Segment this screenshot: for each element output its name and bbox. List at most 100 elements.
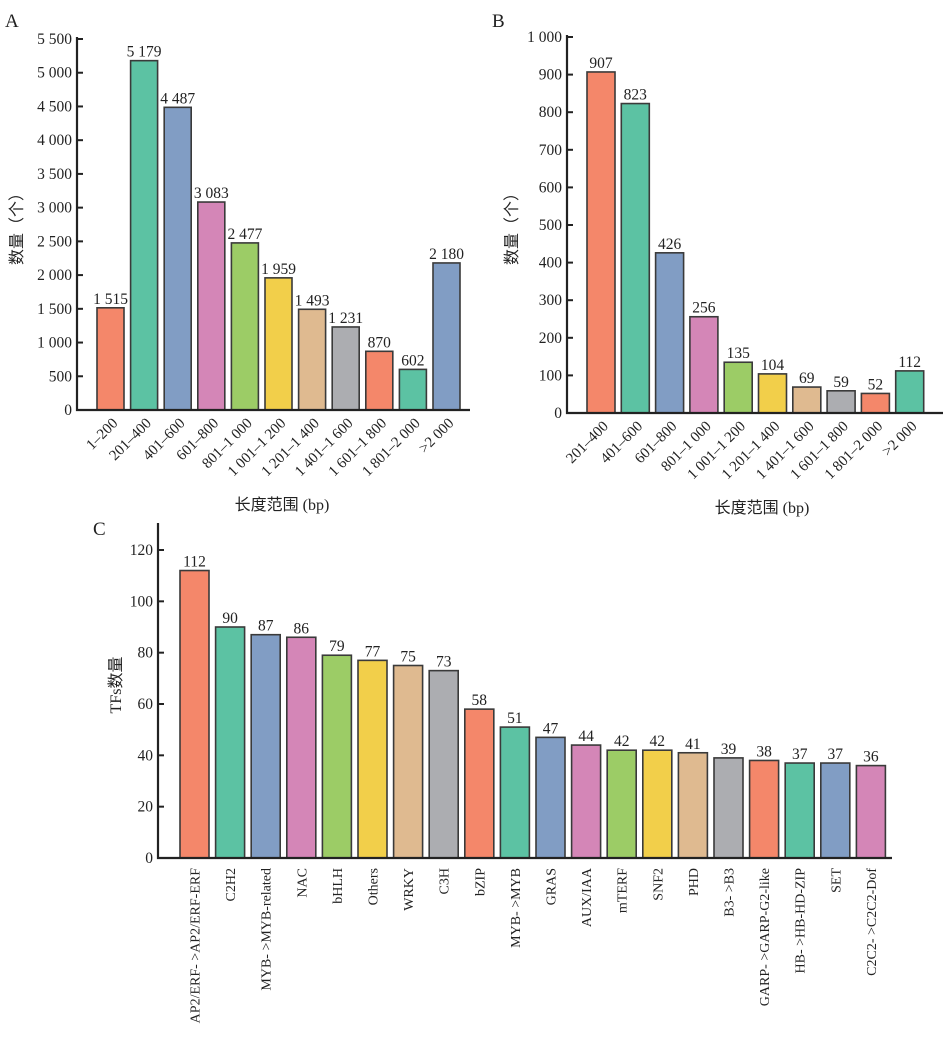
y-tick-label: 2 500 bbox=[37, 233, 72, 250]
x-tick-label: MYB- >MYB-related bbox=[260, 868, 275, 991]
bar-b-2 bbox=[654, 252, 685, 414]
bar-a-3 bbox=[197, 201, 226, 411]
bar-c-9 bbox=[499, 726, 531, 859]
x-tick-label: SNF2 bbox=[651, 868, 666, 901]
bar-c-1 bbox=[214, 626, 246, 859]
panel-b-y-axis-title: 数量（个） bbox=[503, 185, 521, 265]
bar-a-4 bbox=[230, 242, 260, 411]
data-label: 37 bbox=[792, 746, 808, 763]
y-tick-label: 0 bbox=[554, 405, 562, 422]
bar-c-0 bbox=[179, 569, 210, 859]
y-tick-label: 1 000 bbox=[527, 29, 562, 46]
bar-c-8 bbox=[463, 708, 495, 859]
y-tick-label: 4 500 bbox=[37, 98, 72, 115]
bar-c-19 bbox=[855, 764, 887, 859]
bar-c-16 bbox=[748, 759, 780, 859]
y-tick-label: 500 bbox=[49, 368, 73, 385]
bar-c-11 bbox=[570, 744, 602, 859]
x-tick-label: MYB- >MYB bbox=[509, 868, 524, 948]
bar-c-18 bbox=[819, 762, 851, 859]
y-tick-label: 1 000 bbox=[37, 335, 72, 352]
x-tick-label: SET bbox=[829, 868, 844, 893]
data-label: 1 515 bbox=[93, 291, 128, 308]
x-tick-label: C2C2- >C2C2-Dof bbox=[865, 868, 880, 976]
y-tick-label: 200 bbox=[539, 330, 563, 347]
y-tick-label: 40 bbox=[138, 747, 154, 764]
bar-a-7 bbox=[331, 326, 361, 411]
panel-b-bars bbox=[586, 71, 925, 414]
panel-a-x-axis-title: 长度范围 (bp) bbox=[235, 496, 330, 514]
data-label: 5 179 bbox=[127, 44, 162, 61]
bar-c-4 bbox=[321, 654, 353, 859]
bar-b-1 bbox=[620, 102, 651, 414]
bar-a-8 bbox=[364, 350, 394, 411]
bar-c-15 bbox=[713, 757, 744, 859]
bar-a-0 bbox=[96, 307, 125, 411]
data-label: 38 bbox=[756, 743, 772, 760]
panel-b-value-labels: 907 823 426 256 135 104 69 59 52 112 bbox=[589, 55, 921, 393]
x-tick-label: PHD bbox=[687, 868, 702, 896]
bar-a-6 bbox=[297, 308, 327, 411]
data-label: 87 bbox=[258, 618, 274, 635]
bar-b-9 bbox=[894, 370, 925, 414]
bar-c-5 bbox=[357, 659, 388, 859]
bar-a-10 bbox=[432, 262, 461, 411]
data-label: 907 bbox=[589, 55, 613, 72]
y-tick-label: 80 bbox=[138, 645, 154, 662]
data-label: 86 bbox=[294, 620, 310, 637]
x-tick-label: B3- >B3 bbox=[723, 868, 738, 917]
y-tick-label: 60 bbox=[138, 696, 154, 713]
data-label: 602 bbox=[401, 352, 424, 369]
data-label: 112 bbox=[898, 354, 921, 371]
panel-c-label: C bbox=[93, 519, 106, 540]
x-tick-label: >2 000 bbox=[879, 419, 920, 460]
data-label: 58 bbox=[472, 692, 488, 709]
bar-a-5 bbox=[264, 277, 293, 411]
panel-c-value-labels: 112 90 87 86 79 77 75 73 58 51 47 44 42 42 41 39 38 37 37 3… bbox=[183, 554, 879, 766]
bar-c-6 bbox=[392, 664, 424, 859]
x-tick-label: GARP- >GARP-G2-like bbox=[758, 868, 773, 1006]
panel-a-axes bbox=[75, 37, 470, 412]
bar-a-1 bbox=[129, 59, 159, 411]
data-label: 37 bbox=[828, 746, 844, 763]
y-tick-label: 800 bbox=[539, 104, 563, 121]
bar-c-12 bbox=[606, 749, 638, 859]
bar-c-2 bbox=[250, 633, 281, 859]
data-label: 73 bbox=[436, 654, 452, 671]
x-tick-label: Others bbox=[367, 868, 382, 905]
panel-b-axes bbox=[565, 35, 943, 415]
panel-b-x-axis-title: 长度范围 (bp) bbox=[715, 499, 810, 517]
y-tick-label: 0 bbox=[145, 850, 153, 867]
x-tick-label: WRKY bbox=[402, 868, 417, 911]
bar-b-8 bbox=[860, 392, 891, 414]
bar-c-14 bbox=[677, 751, 709, 859]
data-label: 69 bbox=[799, 370, 815, 387]
bar-b-6 bbox=[791, 386, 822, 414]
data-label: 1 959 bbox=[261, 261, 296, 278]
y-tick-label: 4 000 bbox=[37, 132, 72, 149]
data-label: 79 bbox=[329, 638, 345, 655]
bar-c-13 bbox=[641, 749, 673, 859]
x-tick-label: bZIP bbox=[473, 868, 488, 896]
y-tick-label: 600 bbox=[539, 179, 563, 196]
data-label: 2 477 bbox=[227, 226, 262, 243]
bar-c-10 bbox=[535, 736, 566, 859]
x-tick-label: C3H bbox=[438, 868, 453, 894]
bar-b-5 bbox=[757, 373, 788, 414]
data-label: 870 bbox=[368, 334, 392, 351]
data-label: 3 083 bbox=[194, 185, 229, 202]
y-tick-label: 1 500 bbox=[37, 301, 72, 318]
panel-a-bars bbox=[96, 59, 461, 411]
data-label: 1 231 bbox=[328, 310, 363, 327]
panel-a-y-axis-title: 数量（个） bbox=[8, 185, 26, 265]
bar-b-7 bbox=[826, 390, 856, 414]
panel-b-chart: B 907 823 426 256 135 104 69 59 52 112 0 100 200 300… bbox=[492, 11, 943, 517]
y-tick-label: 900 bbox=[539, 67, 563, 84]
data-label: 42 bbox=[614, 733, 630, 750]
bar-c-17 bbox=[784, 762, 816, 859]
panel-a-label: A bbox=[5, 11, 19, 32]
data-label: 823 bbox=[624, 87, 648, 104]
